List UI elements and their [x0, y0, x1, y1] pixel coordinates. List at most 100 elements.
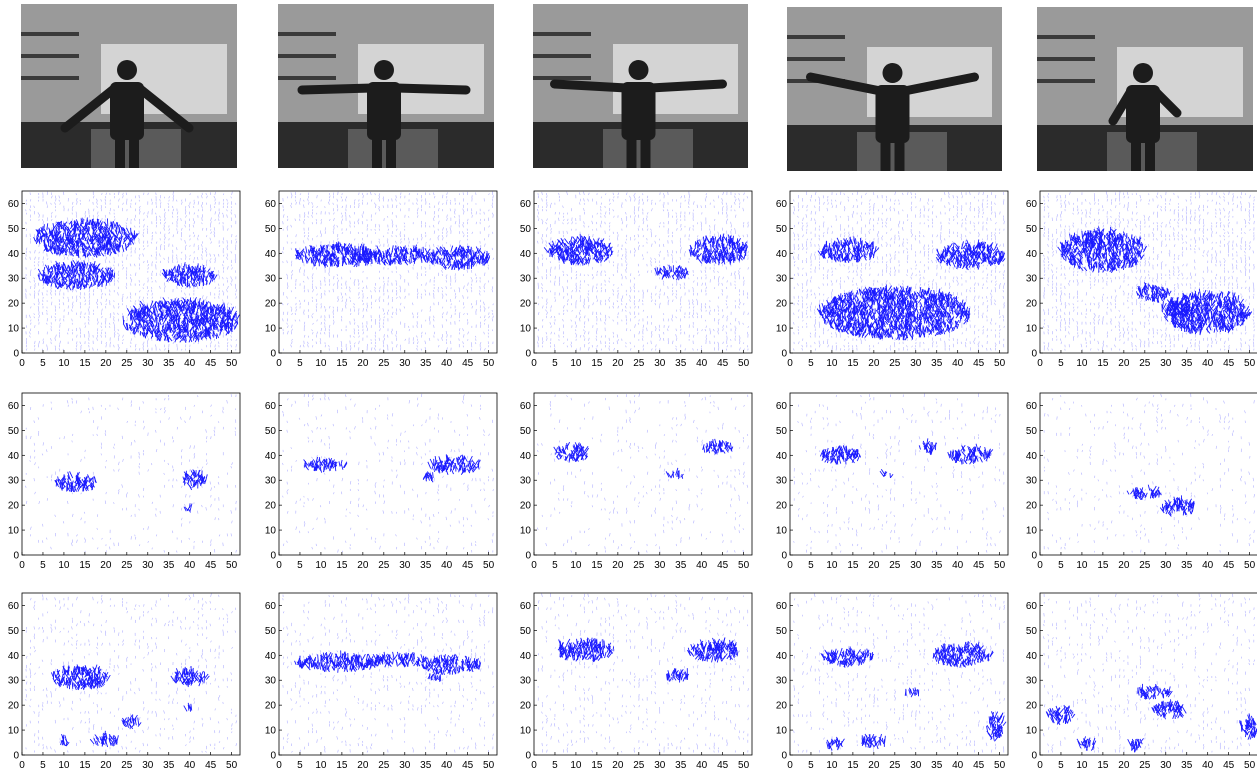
field-arrow	[324, 308, 327, 312]
field-arrow	[58, 299, 61, 302]
motion-arrow	[183, 305, 186, 312]
field-arrow	[37, 318, 40, 322]
field-arrow	[307, 237, 309, 241]
field-arrow	[139, 348, 141, 351]
field-arrow	[463, 306, 465, 309]
motion-arrow	[301, 256, 304, 263]
field-arrow	[324, 318, 326, 322]
field-arrow	[395, 260, 397, 264]
motion-arrow	[157, 301, 160, 307]
field-arrow	[428, 244, 431, 247]
field-arrow	[71, 318, 73, 322]
field-arrow	[143, 260, 145, 264]
field-arrow	[407, 270, 410, 273]
motion-arrow	[52, 223, 55, 229]
field-arrow	[34, 267, 36, 270]
field-arrow	[46, 309, 48, 312]
field-arrow	[286, 296, 288, 299]
motion-arrow	[131, 232, 134, 238]
field-arrow	[374, 228, 376, 231]
field-arrow	[403, 306, 406, 309]
field-arrow	[396, 292, 398, 296]
motion-arrow	[122, 323, 128, 331]
field-arrow	[134, 247, 137, 251]
x-tick-label: 30	[399, 358, 411, 369]
motion-arrow	[162, 297, 168, 305]
motion-arrow	[115, 237, 119, 243]
field-arrow	[88, 279, 91, 283]
motion-arrow	[171, 271, 175, 276]
field-arrow	[408, 251, 410, 254]
motion-arrow	[118, 236, 121, 244]
motion-arrow	[211, 275, 215, 282]
motion-arrow	[205, 308, 208, 315]
field-arrow	[113, 264, 115, 267]
motion-arrow	[200, 312, 203, 321]
motion-arrow	[69, 274, 75, 281]
field-arrow	[340, 256, 343, 260]
motion-arrow	[198, 320, 203, 328]
motion-arrow	[305, 246, 308, 254]
field-arrow	[545, 222, 547, 225]
motion-arrow	[216, 304, 220, 310]
field-arrow	[441, 269, 443, 273]
field-arrow	[487, 341, 489, 345]
field-arrow	[403, 234, 406, 238]
arm	[297, 83, 377, 95]
field-arrow	[575, 300, 578, 303]
field-arrow	[218, 245, 221, 247]
field-arrow	[433, 210, 436, 215]
motion-arrow	[128, 324, 132, 330]
motion-arrow	[92, 220, 97, 229]
field-arrow	[213, 253, 216, 257]
motion-arrow	[212, 304, 219, 311]
motion-arrow	[142, 329, 146, 335]
motion-arrow	[194, 324, 198, 330]
motion-arrow	[49, 271, 53, 279]
motion-arrow	[92, 263, 97, 270]
motion-arrow	[178, 276, 183, 282]
motion-arrow	[189, 337, 193, 343]
field-arrow	[214, 286, 217, 290]
motion-arrow	[216, 312, 222, 320]
motion-arrow	[180, 324, 185, 330]
field-arrow	[113, 316, 115, 319]
field-arrow	[83, 316, 86, 319]
field-arrow	[458, 240, 461, 244]
motion-arrow	[230, 317, 234, 322]
x-tick-label: 35	[420, 358, 432, 369]
field-arrow	[72, 290, 74, 293]
field-arrow	[109, 314, 112, 319]
field-arrow	[201, 348, 203, 351]
field-arrow	[340, 340, 343, 345]
field-arrow	[109, 313, 112, 315]
field-arrow	[378, 240, 380, 244]
field-arrow	[109, 220, 111, 225]
motion-arrow	[161, 272, 167, 279]
field-arrow	[479, 347, 482, 351]
motion-arrow	[56, 273, 60, 279]
motion-arrow	[198, 303, 203, 311]
field-arrow	[163, 227, 165, 231]
motion-arrow	[63, 228, 67, 237]
motion-arrow	[183, 322, 186, 328]
motion-arrow	[159, 320, 162, 326]
motion-arrow	[144, 310, 147, 317]
field-arrow	[230, 338, 232, 341]
motion-arrow	[121, 244, 125, 252]
field-arrow	[307, 215, 309, 218]
field-arrow	[58, 254, 61, 257]
field-arrow	[316, 205, 318, 209]
field-arrow	[341, 232, 344, 235]
motion-arrow	[148, 315, 153, 324]
field-arrow	[445, 286, 447, 290]
motion-arrow	[183, 327, 186, 333]
field-arrow	[379, 328, 381, 332]
field-arrow	[378, 224, 380, 228]
field-arrow	[51, 211, 53, 215]
field-arrow	[353, 306, 355, 309]
field-arrow	[151, 328, 154, 332]
motion-arrow	[38, 228, 41, 235]
field-arrow	[311, 276, 313, 280]
field-arrow	[399, 233, 401, 238]
